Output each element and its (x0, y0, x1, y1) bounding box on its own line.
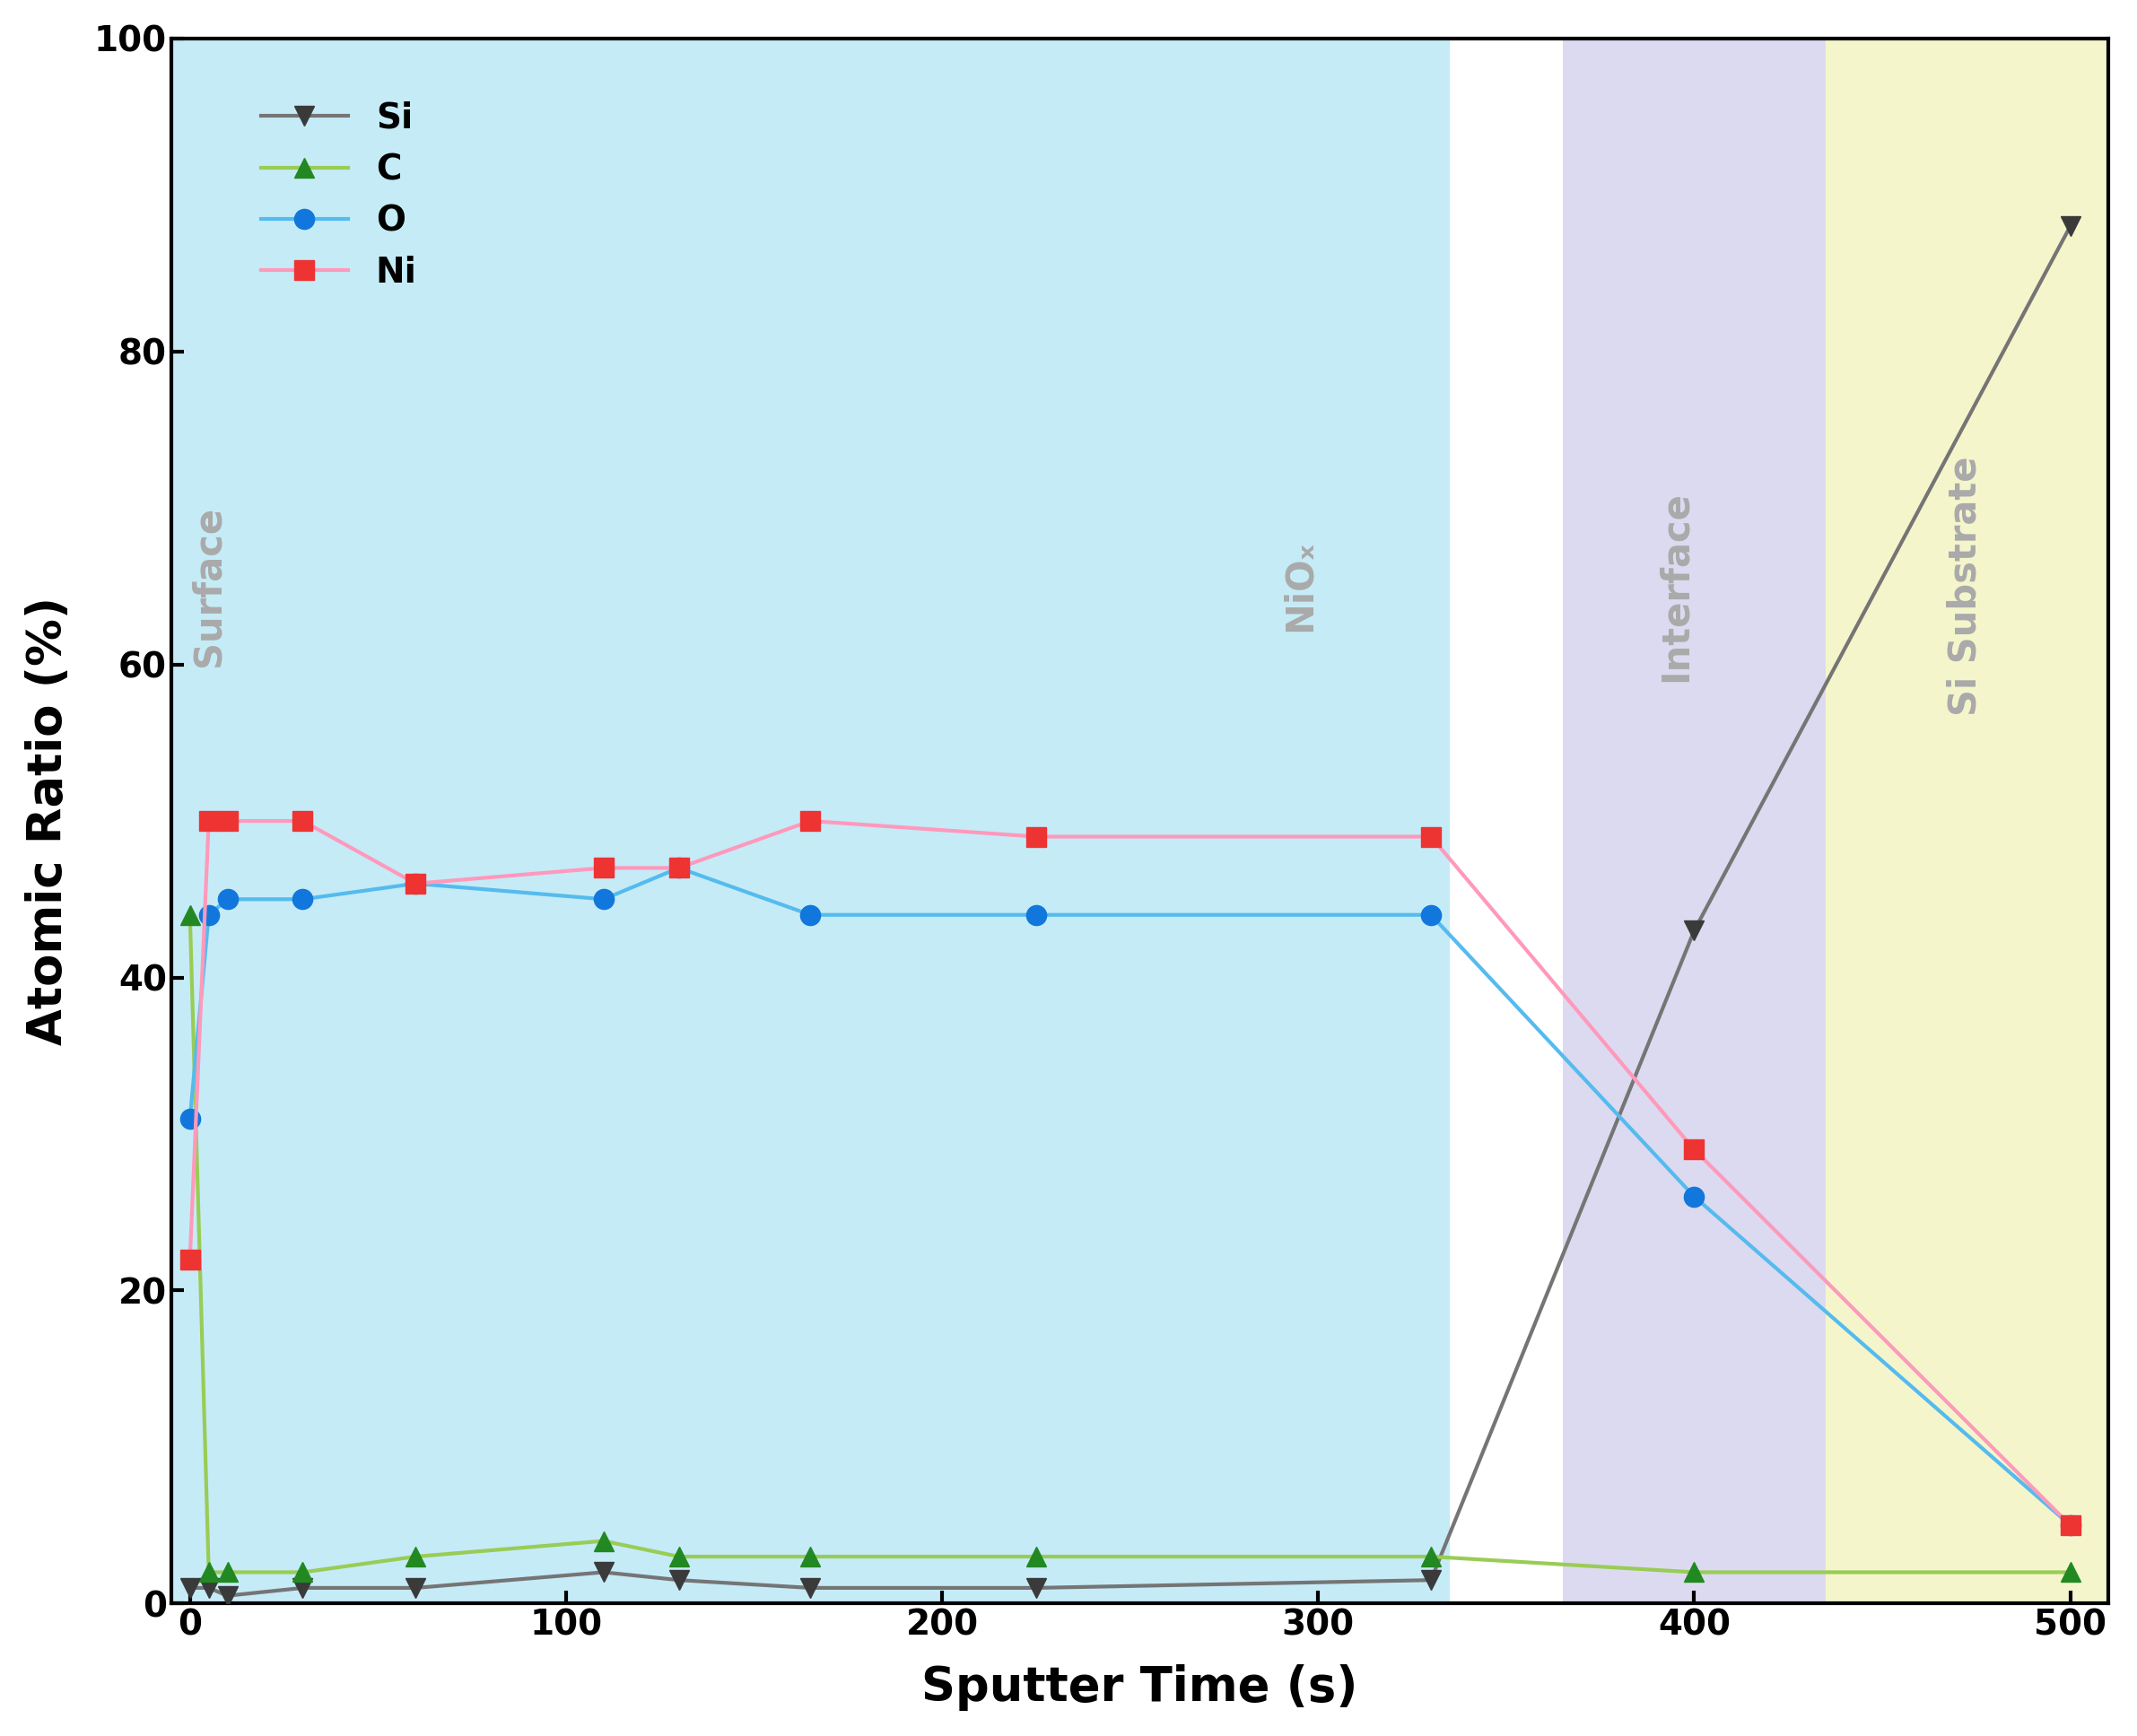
Ni (177, 1248, 203, 1269)
Ni (1024, 826, 1049, 847)
C (291, 1562, 316, 1583)
C (177, 904, 203, 925)
O (197, 904, 222, 925)
O (667, 858, 692, 878)
Ni (2058, 1516, 2084, 1536)
Ni (402, 873, 427, 894)
O (1024, 904, 1049, 925)
O (214, 889, 239, 910)
Bar (1825, 38, 2107, 1604)
O (1419, 904, 1445, 925)
Si (1419, 1569, 1445, 1590)
Ni (1419, 826, 1445, 847)
Line: C: C (180, 904, 2079, 1581)
Ni (797, 811, 823, 832)
Ni (291, 811, 316, 832)
Si (1024, 1578, 1049, 1599)
Si (177, 1578, 203, 1599)
Ni (214, 811, 239, 832)
Y-axis label: Atomic Ratio (%): Atomic Ratio (%) (26, 597, 71, 1045)
C (1024, 1547, 1049, 1568)
C (214, 1562, 239, 1583)
Legend: Si, C, O, Ni: Si, C, O, Ni (246, 87, 432, 304)
Si (214, 1585, 239, 1606)
Ni (667, 858, 692, 878)
O (2058, 1516, 2084, 1536)
Si (402, 1578, 427, 1599)
O (402, 873, 427, 894)
Ni (1682, 1139, 1707, 1160)
X-axis label: Sputter Time (s): Sputter Time (s) (921, 1665, 1357, 1712)
O (177, 1108, 203, 1128)
Si (797, 1578, 823, 1599)
Text: NiOₓ: NiOₓ (1280, 540, 1319, 632)
Text: Interface: Interface (1656, 491, 1695, 682)
C (402, 1547, 427, 1568)
C (2058, 1562, 2084, 1583)
Text: Si Substrate: Si Substrate (1947, 457, 1983, 715)
O (590, 889, 615, 910)
Line: O: O (180, 858, 2079, 1535)
C (197, 1562, 222, 1583)
C (590, 1531, 615, 1552)
Ni (197, 811, 222, 832)
C (1419, 1547, 1445, 1568)
O (291, 889, 316, 910)
Line: Ni: Ni (180, 811, 2079, 1535)
Bar (171, 38, 1449, 1604)
Text: Surface: Surface (190, 505, 227, 667)
Si (2058, 215, 2084, 236)
Si (197, 1578, 222, 1599)
Ni (590, 858, 615, 878)
C (1682, 1562, 1707, 1583)
C (667, 1547, 692, 1568)
O (1682, 1186, 1707, 1207)
Si (291, 1578, 316, 1599)
O (797, 904, 823, 925)
Bar (1562, 38, 1825, 1604)
C (797, 1547, 823, 1568)
Si (1682, 920, 1707, 941)
Line: Si: Si (180, 217, 2079, 1606)
Si (590, 1562, 615, 1583)
Si (667, 1569, 692, 1590)
